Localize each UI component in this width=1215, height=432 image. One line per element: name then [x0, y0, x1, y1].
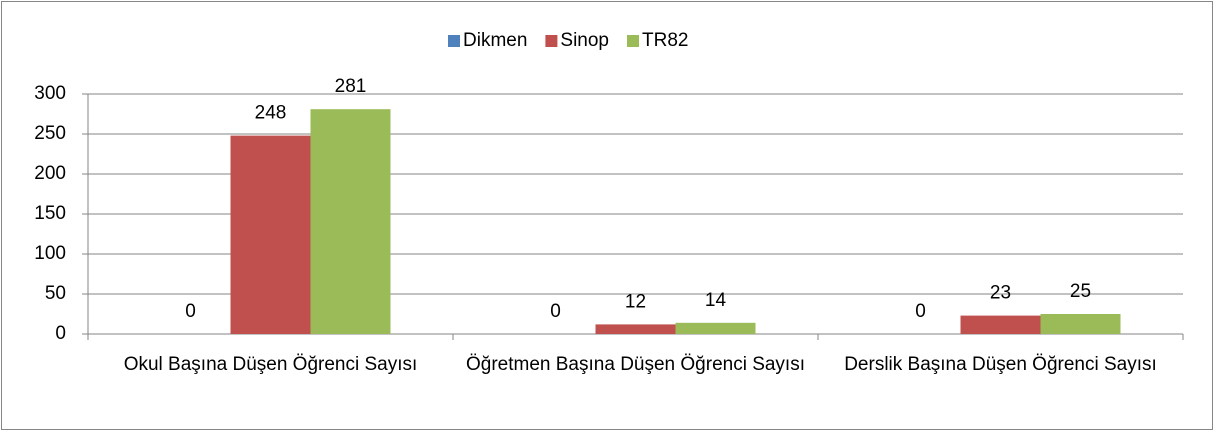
data-label: 14	[705, 290, 727, 311]
data-label: 23	[990, 283, 1011, 304]
x-tick-label: Okul Başına Düşen Öğrenci Sayısı	[123, 354, 418, 375]
bar	[675, 322, 756, 334]
legend-swatch	[448, 35, 460, 47]
bar	[595, 324, 676, 334]
data-label: 0	[915, 301, 926, 322]
bar	[230, 135, 311, 334]
y-tick-label: 300	[34, 83, 66, 104]
data-label: 248	[255, 103, 287, 124]
y-tick-label: 100	[34, 243, 66, 264]
bar	[310, 109, 391, 334]
data-label: 25	[1070, 281, 1091, 302]
legend-label: Sinop	[560, 30, 609, 51]
legend-label: TR82	[642, 30, 688, 51]
y-tick-label: 50	[45, 283, 66, 304]
data-label: 0	[550, 301, 561, 322]
data-label: 0	[185, 301, 196, 322]
y-tick-label: 0	[55, 323, 66, 344]
y-tick-label: 200	[34, 163, 66, 184]
y-tick-label: 250	[34, 123, 66, 144]
x-tick-label: Öğretmen Başına Düşen Öğrenci Sayısı	[466, 354, 805, 375]
data-label: 281	[335, 76, 367, 97]
bar	[1040, 314, 1121, 334]
data-label: 12	[625, 291, 646, 312]
y-tick-label: 150	[34, 203, 66, 224]
legend-swatch	[627, 35, 640, 47]
x-tick-label: Derslik Başına Düşen Öğrenci Sayısı	[844, 354, 1157, 375]
legend-swatch	[545, 35, 558, 47]
legend-label: Dikmen	[463, 30, 527, 51]
bar	[960, 315, 1041, 334]
